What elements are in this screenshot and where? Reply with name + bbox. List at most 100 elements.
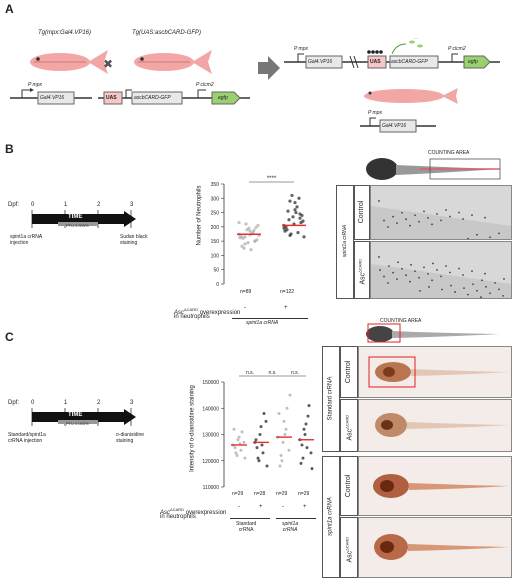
data-point	[283, 433, 287, 436]
data-point	[242, 246, 246, 250]
neutrophil-dot	[484, 272, 486, 275]
neutrophil-dot	[387, 226, 389, 228]
neutrophil-dot	[440, 219, 442, 222]
panel-a-graphics: ✖	[10, 38, 500, 133]
data-point	[256, 223, 260, 228]
tick-2: 2	[97, 400, 101, 406]
micrograph-asc-b	[370, 241, 512, 299]
data-point	[261, 451, 265, 455]
neutrophil-dot	[467, 293, 469, 296]
cross-symbol: ✖	[103, 57, 113, 71]
data-point	[247, 226, 251, 230]
data-point	[306, 414, 310, 418]
data-point	[285, 228, 289, 232]
micrograph-standard-asc	[358, 399, 512, 452]
neutrophil-dot	[387, 282, 389, 284]
neutrophil-dot	[436, 269, 438, 271]
neutrophil-dot	[476, 233, 478, 236]
data-point	[307, 404, 311, 408]
data-point	[293, 200, 297, 205]
construct-gal4	[10, 88, 92, 105]
label-asc: ascbCARD-GFP	[134, 95, 171, 101]
neutrophil-dot	[463, 287, 465, 290]
data-point	[300, 443, 304, 447]
tick-0: 0	[31, 202, 35, 208]
data-point	[246, 240, 250, 245]
y-tick-label: 0	[216, 282, 219, 288]
data-point	[234, 451, 238, 455]
neutrophil-dot	[502, 294, 504, 297]
data-point	[252, 228, 256, 232]
data-point	[243, 456, 247, 460]
neutrophil-dot	[428, 286, 430, 288]
group-line	[276, 518, 316, 519]
chart-c: 110000 120000 130000 140000 150000 n.s. n.s. n.…	[202, 370, 314, 491]
neutrophil-dot	[427, 272, 429, 275]
neutrophil-dot	[485, 285, 487, 288]
construct-uas-asc	[98, 89, 250, 105]
chart-c-cond3: -	[282, 504, 284, 510]
time-label: TIME	[68, 214, 83, 220]
sig-label: ****	[267, 176, 277, 182]
timeline-b: Dpf: 0 1 2 3 TIME PTU 0.003% spint1a crR…	[8, 202, 158, 262]
fish2-label: Tg(UAS:ascbCARD-GFP)	[132, 30, 202, 36]
data-point	[303, 433, 307, 436]
label-result-pmpx: P mpx	[294, 46, 308, 52]
time-arrow	[31, 210, 136, 228]
neutrophil-dot	[454, 291, 456, 293]
sig-label: n.s.	[291, 370, 299, 376]
neutrophil-dot	[414, 270, 416, 273]
neutrophil-dot	[388, 265, 390, 268]
y-tick-label: 150	[211, 239, 220, 245]
event-staining: o-dianisidine staining	[116, 432, 145, 444]
panel-letter-a: A	[5, 2, 14, 16]
ptu-label: PTU 0.003%	[66, 223, 89, 228]
data-point	[282, 226, 286, 230]
neutrophil-dot	[414, 214, 416, 217]
y-tick-label: 140000	[202, 406, 219, 412]
chart-b-cond1: -	[244, 305, 246, 311]
data-point	[299, 461, 303, 465]
neutrophil-dot	[458, 211, 460, 214]
counting-area-label-b: COUNTING AREA	[428, 150, 470, 156]
data-point	[304, 422, 308, 426]
data-point	[243, 235, 247, 239]
neutrophil-dot	[405, 274, 407, 277]
chart-c-ylabel: Intensity of o-dianisidine staining	[189, 385, 196, 472]
time-arrow	[31, 408, 136, 426]
neutrophil-dot	[392, 271, 394, 274]
data-point	[240, 244, 244, 248]
chart-c-n1: n=29	[232, 491, 244, 497]
data-point	[302, 235, 306, 239]
chart-b-group: spint1a crRNA	[246, 320, 279, 326]
ptu-label: PTU 0.003%	[66, 421, 89, 426]
data-point	[259, 425, 263, 429]
data-point	[284, 427, 288, 431]
dpf-label: Dpf:	[8, 400, 20, 406]
neutrophil-dot	[379, 269, 381, 271]
neutrophil-dot	[401, 211, 403, 214]
neutrophil-dot	[396, 222, 398, 225]
data-point	[294, 210, 298, 215]
data-point	[253, 239, 257, 243]
y-tick-label: 300	[211, 196, 220, 202]
data-point	[243, 242, 247, 246]
fish-counting-diagram	[366, 323, 500, 343]
neutrophil-dot	[436, 213, 438, 215]
data-point	[309, 451, 313, 455]
chart-c-cond1: -	[238, 504, 240, 510]
data-point	[290, 193, 294, 198]
counting-area-label-c: COUNTING AREA	[380, 318, 422, 324]
data-point	[256, 456, 260, 460]
sig-label: n.s.	[246, 370, 254, 376]
data-point	[237, 220, 241, 225]
fish-icon	[134, 50, 212, 74]
chart-c-xlabel2: in neutrophils	[160, 514, 196, 520]
side-label-box-c2: spint1a crRNA	[322, 456, 340, 578]
data-point	[278, 464, 282, 468]
neutrophil-dot	[476, 289, 478, 292]
chart-c-n3: n=29	[276, 491, 288, 497]
neutrophil-dot	[418, 276, 420, 279]
micrograph-spint1a-control	[358, 456, 512, 516]
data-point	[240, 430, 244, 434]
